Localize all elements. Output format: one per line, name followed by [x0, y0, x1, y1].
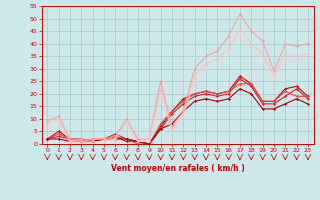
X-axis label: Vent moyen/en rafales ( km/h ): Vent moyen/en rafales ( km/h ) [111, 164, 244, 173]
